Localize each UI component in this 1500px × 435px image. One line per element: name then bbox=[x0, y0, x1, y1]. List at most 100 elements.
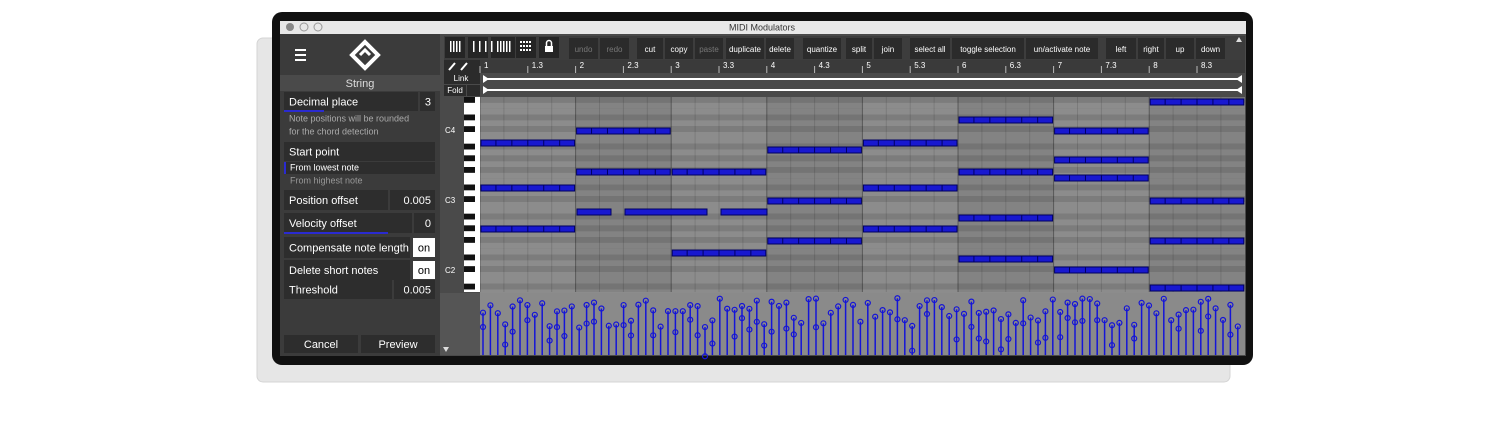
velocity-handle[interactable] bbox=[568, 303, 575, 310]
toolbar-button-label[interactable]: duplicate bbox=[729, 45, 762, 54]
velocity-handle[interactable] bbox=[1071, 300, 1079, 308]
button[interactable] bbox=[361, 335, 435, 353]
velocity-handle[interactable] bbox=[790, 331, 797, 338]
velocity-handle[interactable] bbox=[479, 309, 487, 316]
velocity-handle[interactable] bbox=[509, 303, 516, 310]
velocity-handle[interactable] bbox=[1145, 302, 1153, 309]
velocity-handle[interactable] bbox=[1042, 334, 1049, 341]
toolbar-button-label[interactable]: delete bbox=[769, 45, 791, 54]
velocity-handle[interactable] bbox=[1005, 311, 1012, 318]
toolbar-button[interactable] bbox=[1106, 38, 1136, 59]
toolbar-button-label[interactable]: undo bbox=[575, 45, 593, 54]
velocity-handle[interactable] bbox=[724, 305, 731, 312]
toolbar-button-label[interactable]: copy bbox=[671, 45, 688, 54]
scroll-down[interactable] bbox=[443, 347, 449, 352]
velocity-handle[interactable] bbox=[494, 310, 501, 317]
velocity-handle[interactable] bbox=[687, 316, 694, 323]
tool-icon[interactable] bbox=[516, 37, 536, 58]
button-label[interactable]: Cancel bbox=[304, 339, 338, 351]
option[interactable]: From highest note bbox=[290, 175, 363, 185]
close-button[interactable] bbox=[286, 23, 294, 31]
toolbar-button[interactable] bbox=[726, 38, 764, 59]
velocity-handle[interactable] bbox=[827, 309, 834, 316]
velocity-handle[interactable] bbox=[864, 299, 871, 307]
velocity-handle[interactable] bbox=[701, 323, 709, 331]
headphone-button[interactable] bbox=[467, 85, 480, 96]
velocity-handle[interactable] bbox=[1034, 339, 1042, 346]
velocity-handle[interactable] bbox=[738, 302, 746, 310]
velocity-handle[interactable] bbox=[687, 302, 694, 309]
velocity-handle[interactable] bbox=[613, 321, 620, 328]
toolbar-button[interactable] bbox=[569, 38, 598, 59]
velocity-handle[interactable] bbox=[553, 324, 561, 331]
lane-label[interactable]: Fold bbox=[447, 86, 463, 95]
field-label-bg[interactable] bbox=[284, 260, 410, 280]
velocity-handle[interactable] bbox=[842, 296, 849, 304]
velocity-handle[interactable] bbox=[975, 335, 982, 342]
toolbar-button-label[interactable]: cut bbox=[645, 45, 656, 54]
velocity-handle[interactable] bbox=[1205, 313, 1212, 320]
velocity-handle[interactable] bbox=[620, 301, 627, 309]
velocity-handle[interactable] bbox=[1131, 321, 1138, 328]
button-label[interactable]: Preview bbox=[378, 339, 417, 351]
velocity-handle[interactable] bbox=[894, 316, 901, 323]
note[interactable] bbox=[576, 208, 612, 216]
velocity-handle[interactable] bbox=[738, 315, 746, 322]
velocity-handle[interactable] bbox=[1094, 300, 1101, 307]
toolbar-button-label[interactable]: select all bbox=[914, 45, 945, 54]
velocity-handle[interactable] bbox=[753, 297, 760, 304]
toolbar-button[interactable] bbox=[952, 38, 1024, 59]
velocity-handle[interactable] bbox=[894, 295, 901, 302]
field-label-bg[interactable] bbox=[284, 237, 410, 258]
velocity-handle[interactable] bbox=[546, 337, 553, 344]
velocity-handle[interactable] bbox=[590, 299, 598, 306]
velocity-handle[interactable] bbox=[1138, 299, 1145, 306]
velocity-handle[interactable] bbox=[531, 311, 538, 318]
toolbar-button-label[interactable]: quantize bbox=[807, 45, 838, 54]
velocity-handle[interactable] bbox=[642, 297, 649, 304]
velocity-handle[interactable] bbox=[872, 313, 879, 320]
velocity-handle[interactable] bbox=[923, 310, 931, 318]
velocity-handle[interactable] bbox=[650, 307, 657, 314]
toolbar-button-label[interactable]: join bbox=[881, 45, 894, 54]
velocity-handle[interactable] bbox=[672, 329, 679, 336]
velocity-handle[interactable] bbox=[753, 318, 760, 325]
velocity-handle[interactable] bbox=[620, 322, 627, 329]
velocity-handle[interactable] bbox=[968, 323, 975, 330]
velocity-handle[interactable] bbox=[1219, 316, 1227, 324]
velocity-handle[interactable] bbox=[590, 318, 598, 325]
toolbar-button[interactable] bbox=[1026, 38, 1098, 59]
velocity-handle[interactable] bbox=[812, 295, 820, 302]
velocity-handle[interactable] bbox=[509, 328, 516, 335]
velocity-handle[interactable] bbox=[561, 307, 568, 314]
velocity-handle[interactable] bbox=[820, 320, 827, 327]
velocity-handle[interactable] bbox=[524, 317, 531, 324]
velocity-handle[interactable] bbox=[1101, 317, 1108, 324]
velocity-handle[interactable] bbox=[539, 300, 546, 307]
velocity-handle[interactable] bbox=[635, 301, 642, 308]
velocity-handle[interactable] bbox=[909, 347, 916, 354]
velocity-handle[interactable] bbox=[1057, 308, 1064, 316]
toolbar-button-label[interactable]: down bbox=[1201, 45, 1220, 54]
toolbar-button[interactable] bbox=[695, 38, 723, 59]
velocity-handle[interactable] bbox=[583, 320, 590, 327]
velocity-handle[interactable] bbox=[598, 305, 605, 312]
velocity-handle[interactable] bbox=[923, 297, 931, 304]
velocity-handle[interactable] bbox=[783, 299, 790, 306]
velocity-handle[interactable] bbox=[790, 314, 797, 321]
velocity-handle[interactable] bbox=[857, 318, 864, 325]
velocity-handle[interactable] bbox=[886, 309, 894, 316]
velocity-handle[interactable] bbox=[627, 332, 635, 339]
velocity-handle[interactable] bbox=[968, 298, 975, 305]
toolbar-button[interactable] bbox=[910, 38, 950, 59]
toggle[interactable] bbox=[413, 238, 435, 257]
toolbar-button-label[interactable]: toggle selection bbox=[960, 45, 1016, 54]
field-label-bg[interactable] bbox=[284, 213, 412, 233]
velocity-handle[interactable] bbox=[1012, 319, 1019, 326]
toolbar-button[interactable] bbox=[600, 38, 629, 59]
velocity-handle[interactable] bbox=[1049, 296, 1056, 303]
value-box[interactable] bbox=[420, 92, 435, 111]
velocity-handle[interactable] bbox=[1168, 317, 1175, 324]
menu-icon[interactable] bbox=[295, 49, 306, 61]
velocity-handle[interactable] bbox=[931, 296, 938, 304]
